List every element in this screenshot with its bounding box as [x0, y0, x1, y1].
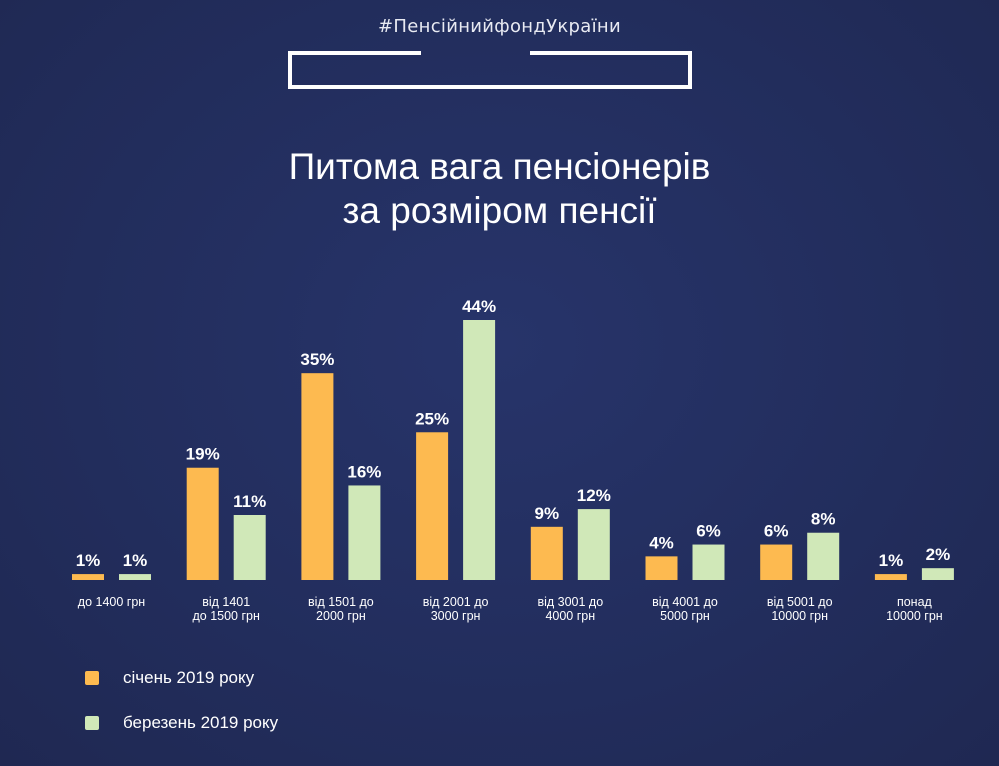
bar-january-5 [645, 556, 678, 580]
legend-item-january: січень 2019 року [85, 668, 254, 688]
bar-march-5 [692, 544, 725, 580]
category-label: понад [897, 595, 933, 609]
category-label: 3000 грн [431, 609, 481, 623]
hashtag: #ПенсійнийфондУкраїни [378, 16, 621, 37]
category-label: від 2001 до [423, 595, 489, 609]
category-label: 4000 грн [545, 609, 595, 623]
data-label: 44% [462, 297, 496, 316]
legend-swatch-march [85, 716, 99, 730]
bar-march-4 [577, 509, 610, 580]
bar-march-3 [463, 320, 496, 580]
category-label: до 1400 грн [78, 595, 146, 609]
data-label: 8% [811, 510, 836, 529]
data-label: 9% [535, 504, 560, 523]
data-label: 25% [415, 409, 449, 428]
bar-january-4 [530, 526, 563, 580]
category-label: 2000 грн [316, 609, 366, 623]
bar-january-1 [186, 467, 219, 580]
chart-title-line-2: за розміром пенсії [342, 190, 657, 231]
bar-march-2 [348, 485, 381, 580]
category-label: 10000 грн [771, 609, 828, 623]
category-label: 10000 грн [886, 609, 943, 623]
category-label: від 1501 до [308, 595, 374, 609]
bar-march-7 [921, 568, 954, 580]
decorative-frame [288, 51, 692, 89]
bar-january-7 [874, 574, 907, 580]
data-label: 35% [300, 350, 334, 369]
data-label: 6% [764, 522, 789, 541]
legend-swatch-january [85, 671, 99, 685]
data-label: 19% [186, 445, 220, 464]
data-label: 1% [76, 551, 101, 570]
chart-title: Питома вага пенсіонерів за розміром пенс… [0, 145, 999, 233]
data-label: 4% [649, 533, 674, 552]
data-label: 1% [123, 551, 148, 570]
bar-january-2 [301, 373, 334, 580]
chart-title-line-1: Питома вага пенсіонерів [288, 146, 711, 187]
data-label: 12% [577, 486, 611, 505]
data-label: 1% [879, 551, 904, 570]
legend-item-march: березень 2019 року [85, 713, 278, 733]
legend-label-march: березень 2019 року [123, 713, 279, 732]
category-label: від 1401 [202, 595, 250, 609]
data-label: 2% [926, 545, 951, 564]
data-label: 6% [696, 522, 721, 541]
category-label: від 5001 до [767, 595, 833, 609]
bar-january-3 [416, 432, 449, 580]
category-label: 5000 грн [660, 609, 710, 623]
category-label: до 1500 грн [192, 609, 260, 623]
decorative-frame-top-right [530, 51, 692, 55]
bar-january-6 [760, 544, 793, 580]
data-label: 16% [347, 462, 381, 481]
legend-label-january: січень 2019 року [123, 668, 255, 687]
decorative-frame-top-left [288, 51, 421, 55]
bar-march-0 [119, 574, 151, 580]
data-label: 11% [233, 492, 266, 511]
bar-march-1 [233, 515, 266, 580]
bar-march-6 [807, 532, 840, 580]
category-label: від 4001 до [652, 595, 718, 609]
category-label: від 3001 до [537, 595, 603, 609]
bar-january-0 [72, 574, 104, 580]
